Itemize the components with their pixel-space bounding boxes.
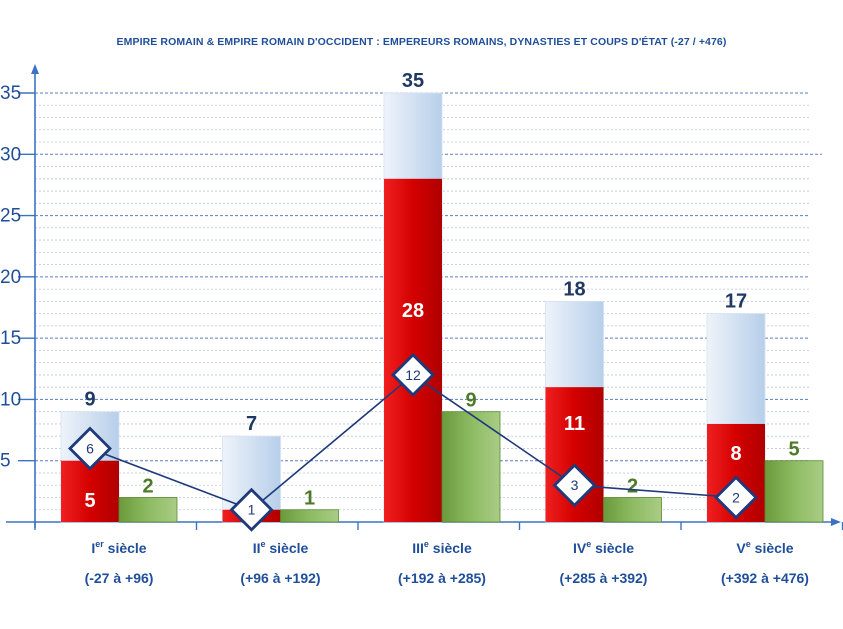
x-tick-label-sup: e [260, 539, 265, 549]
x-tick-label-sup: e [586, 539, 591, 549]
x-tick-label-roman: V [736, 540, 746, 556]
y-tick-label: 20 [0, 267, 21, 288]
green-value-label: 1 [304, 488, 315, 510]
x-tick-label: IIe siècle [253, 539, 309, 556]
red-bar [61, 460, 119, 522]
x-tick-label-suffix: siècle [429, 540, 472, 556]
diamond-marker [395, 356, 431, 393]
total-value-label: 18 [563, 278, 585, 300]
diamond-value-label: 3 [571, 477, 579, 493]
y-tick-label: 35 [0, 83, 21, 104]
green-value-label: 5 [788, 439, 799, 461]
x-tick-label-suffix: siècle [591, 540, 634, 556]
chart-title: EMPIRE ROMAIN & EMPIRE ROMAIN D'OCCIDENT… [116, 36, 727, 48]
diamond-value-label: 2 [732, 489, 740, 505]
red-bar [384, 178, 442, 523]
x-tick-label-suffix: siècle [265, 540, 308, 556]
x-tick-label-roman: II [253, 540, 261, 556]
red-value-label: 5 [84, 490, 95, 512]
y-tick-label: 5 [0, 451, 11, 472]
green-bar [280, 509, 339, 523]
diamond-marker [718, 479, 754, 516]
total-value-label: 17 [725, 291, 747, 313]
y-tick-label: 10 [0, 389, 21, 410]
x-tick-label: Ier siècle [91, 539, 146, 556]
diamond-marker [72, 430, 108, 467]
green-value-label: 9 [465, 390, 476, 412]
x-tick-label-suffix: siècle [104, 540, 147, 556]
y-axis-arrow [31, 64, 39, 74]
x-tick-label-sup: e [746, 539, 751, 549]
red-value-label: 28 [402, 300, 424, 322]
green-bar [118, 497, 178, 523]
x-tick-label-range: (+96 à +192) [240, 570, 320, 586]
x-tick-label: IVe siècle [573, 539, 634, 556]
y-tick-label: 25 [0, 206, 21, 227]
x-tick-label-roman: I [91, 540, 95, 556]
total-value-label: 9 [84, 389, 95, 411]
x-tick-label-roman: IV [573, 540, 587, 556]
green-value-label: 2 [627, 475, 638, 497]
x-tick-label-range: (+192 à +285) [398, 570, 486, 586]
x-tick-label-sup: e [424, 539, 429, 549]
total-value-label: 7 [246, 413, 257, 435]
green-bar [441, 411, 501, 523]
x-tick-label: Ve siècle [736, 539, 793, 556]
x-axis-arrow [831, 518, 841, 526]
x-tick-label-range: (+285 à +392) [560, 570, 648, 586]
x-tick-label-roman: III [412, 540, 424, 556]
diamond-marker [233, 491, 270, 528]
diamond-value-label: 12 [405, 367, 421, 383]
diamond-value-label: 6 [86, 440, 94, 456]
total-value-label: 35 [402, 70, 424, 92]
diamond-marker [556, 467, 593, 504]
red-value-label: 8 [730, 443, 741, 465]
x-tick-label-suffix: siècle [751, 540, 794, 556]
x-tick-label-sup: er [95, 539, 104, 549]
y-tick-label: 30 [0, 144, 21, 165]
x-tick-label-range: (-27 à +96) [85, 570, 154, 586]
x-tick-label: IIIe siècle [412, 539, 472, 556]
diamond-value-label: 1 [248, 502, 256, 518]
red-value-label: 11 [564, 413, 585, 435]
green-bar [603, 497, 662, 523]
green-value-label: 2 [142, 475, 153, 497]
x-tick-label-range: (+392 à +476) [721, 570, 809, 586]
green-bar [764, 460, 824, 523]
y-tick-label: 15 [0, 328, 21, 349]
